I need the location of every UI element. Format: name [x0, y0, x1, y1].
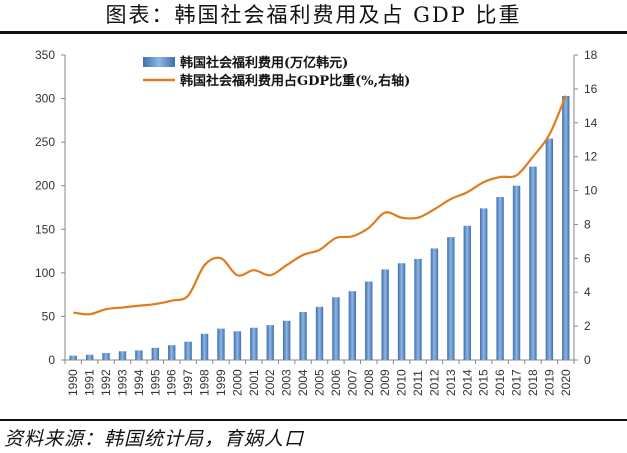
right-tick-label: 8	[584, 217, 591, 231]
bar-2017	[512, 185, 521, 360]
x-tick-label: 2003	[280, 369, 294, 396]
bar-1996	[168, 345, 176, 360]
bar-2005	[315, 306, 324, 360]
x-tick-label: 1999	[214, 369, 228, 396]
left-tick-label: 0	[48, 353, 55, 367]
bar-1993	[118, 351, 127, 360]
x-tick-label: 1997	[181, 369, 195, 396]
bar-2015	[479, 208, 488, 360]
bar-2011	[414, 258, 422, 360]
chart-title: 图表：韩国社会福利费用及占 GDP 比重	[105, 3, 522, 27]
left-tick-label: 350	[35, 48, 55, 62]
x-tick-label: 2011	[411, 370, 425, 396]
legend-line-label: 韩国社会福利费用占GDP比重(%,右轴)	[180, 73, 410, 89]
x-tick-label: 1991	[83, 369, 97, 396]
bar-2007	[348, 291, 357, 360]
legend-bar-swatch	[143, 57, 175, 67]
bar-1998	[200, 333, 209, 360]
left-tick-label: 250	[35, 135, 55, 149]
legend-bar-label: 韩国社会福利费用(万亿韩元)	[180, 55, 348, 71]
left-tick-label: 150	[35, 222, 55, 236]
left-tick-label: 50	[42, 309, 56, 323]
bar-1995	[151, 347, 160, 360]
bar-2016	[496, 197, 504, 360]
x-tick-label: 1992	[99, 369, 113, 396]
bar-2003	[282, 320, 291, 360]
bar-2010	[397, 263, 406, 360]
x-tick-label: 2008	[362, 369, 376, 396]
x-tick-label: 2018	[526, 369, 540, 396]
x-tick-label: 2009	[378, 369, 392, 396]
x-tick-label: 1993	[115, 369, 129, 396]
x-tick-label: 2014	[460, 369, 474, 396]
left-tick-label: 300	[35, 92, 55, 106]
bar-2001	[250, 327, 258, 360]
x-tick-label: 2012	[427, 369, 441, 396]
x-tick-label: 2019	[542, 369, 556, 396]
ratio-line	[73, 95, 567, 316]
x-tick-label: 2017	[510, 369, 524, 396]
bar-2006	[332, 297, 340, 360]
bar-1999	[217, 328, 225, 360]
x-tick-label: 1990	[66, 369, 80, 396]
bar-2019	[545, 138, 554, 360]
right-tick-label: 6	[584, 251, 591, 265]
footer-divider	[0, 419, 627, 421]
x-tick-label: 2006	[329, 369, 343, 396]
right-tick-label: 10	[584, 184, 598, 198]
x-tick-label: 2005	[313, 369, 327, 396]
x-tick-label: 1998	[198, 369, 212, 396]
source-note: 资料来源：韩国统计局，育娲人口	[4, 428, 305, 450]
bar-2012	[430, 248, 439, 360]
right-tick-label: 16	[584, 82, 598, 96]
bar-1991	[85, 354, 94, 360]
bar-2004	[299, 312, 307, 360]
right-tick-label: 4	[584, 285, 591, 299]
x-tick-label: 2020	[559, 369, 573, 396]
bar-1992	[102, 353, 110, 360]
x-tick-label: 2004	[296, 369, 310, 396]
bar-2002	[266, 325, 274, 360]
x-tick-label: 2002	[263, 369, 277, 396]
right-tick-label: 12	[584, 150, 598, 164]
x-tick-label: 2001	[247, 369, 261, 396]
x-tick-label: 2010	[395, 369, 409, 396]
bar-2009	[381, 269, 389, 360]
x-tick-label: 1996	[165, 369, 179, 396]
x-tick-label: 2013	[444, 369, 458, 396]
bar-1994	[135, 350, 143, 360]
title-divider	[0, 31, 627, 34]
right-tick-label: 14	[584, 116, 598, 130]
chart: 0 50 100 150 200 250 300 350 0 2 4 6 8 10 12 14 16 18 1990…	[35, 48, 598, 396]
x-tick-label: 2015	[477, 369, 491, 396]
bar-2008	[365, 281, 373, 360]
right-tick-label: 18	[584, 48, 598, 62]
bar-1990	[69, 355, 77, 360]
right-tick-label: 2	[584, 319, 591, 333]
bar-2020	[562, 95, 570, 360]
bar-2000	[233, 331, 242, 360]
left-tick-label: 200	[35, 179, 55, 193]
x-tick-label: 1994	[132, 369, 146, 396]
x-tick-label: 2007	[345, 369, 359, 396]
x-tick-label: 2000	[230, 369, 244, 396]
bar-1997	[184, 341, 192, 360]
x-tick-label: 1995	[148, 369, 162, 396]
bar-2014	[463, 225, 471, 360]
bar-2013	[447, 237, 455, 360]
left-tick-label: 100	[35, 266, 55, 280]
x-tick-label: 2016	[493, 369, 507, 396]
bar-2018	[529, 166, 537, 360]
right-tick-label: 0	[584, 353, 591, 367]
